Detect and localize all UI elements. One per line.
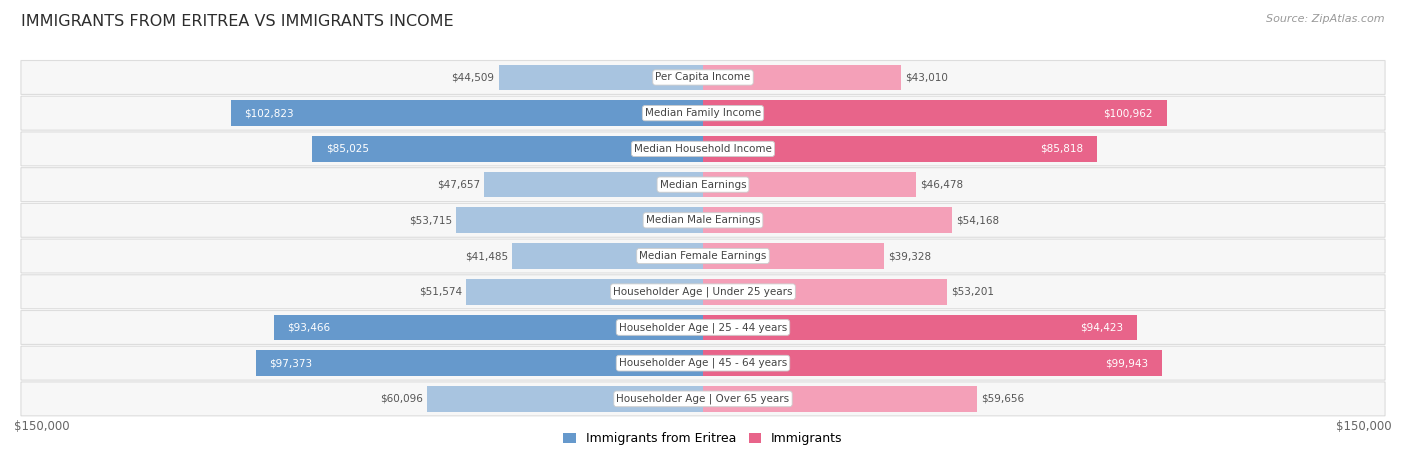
Bar [703, 279, 948, 304]
FancyBboxPatch shape [21, 382, 1385, 416]
FancyBboxPatch shape [21, 132, 1385, 166]
Text: Median Family Income: Median Family Income [645, 108, 761, 118]
Text: Median Household Income: Median Household Income [634, 144, 772, 154]
Text: Median Male Earnings: Median Male Earnings [645, 215, 761, 225]
Bar [427, 386, 703, 412]
FancyBboxPatch shape [21, 96, 1385, 130]
Text: $85,818: $85,818 [1040, 144, 1084, 154]
Text: Householder Age | Under 25 years: Householder Age | Under 25 years [613, 286, 793, 297]
Text: $94,423: $94,423 [1080, 322, 1123, 333]
Text: $46,478: $46,478 [921, 180, 963, 190]
Text: Per Capita Income: Per Capita Income [655, 72, 751, 83]
Text: $150,000: $150,000 [14, 419, 70, 432]
Bar [231, 100, 703, 126]
Text: $99,943: $99,943 [1105, 358, 1149, 368]
Bar [703, 315, 1136, 340]
Text: Median Earnings: Median Earnings [659, 180, 747, 190]
Bar [703, 100, 1167, 126]
Bar [457, 207, 703, 233]
Text: $54,168: $54,168 [956, 215, 1000, 225]
Text: $150,000: $150,000 [1336, 419, 1392, 432]
Text: $43,010: $43,010 [904, 72, 948, 83]
Bar [703, 172, 917, 198]
Text: $59,656: $59,656 [981, 394, 1024, 404]
FancyBboxPatch shape [21, 275, 1385, 309]
Text: $60,096: $60,096 [380, 394, 423, 404]
Bar [484, 172, 703, 198]
FancyBboxPatch shape [21, 61, 1385, 94]
Text: $102,823: $102,823 [245, 108, 294, 118]
Bar [274, 315, 703, 340]
Bar [703, 350, 1161, 376]
Bar [499, 64, 703, 90]
Text: $53,201: $53,201 [952, 287, 994, 297]
Text: $39,328: $39,328 [887, 251, 931, 261]
Text: Householder Age | Over 65 years: Householder Age | Over 65 years [616, 394, 790, 404]
Text: $41,485: $41,485 [465, 251, 509, 261]
Bar [467, 279, 703, 304]
FancyBboxPatch shape [21, 168, 1385, 202]
FancyBboxPatch shape [21, 311, 1385, 345]
Text: Householder Age | 25 - 44 years: Householder Age | 25 - 44 years [619, 322, 787, 333]
Text: $100,962: $100,962 [1104, 108, 1153, 118]
Bar [703, 243, 883, 269]
Text: $51,574: $51,574 [419, 287, 463, 297]
Bar [312, 136, 703, 162]
Bar [703, 64, 900, 90]
Bar [703, 207, 952, 233]
FancyBboxPatch shape [21, 346, 1385, 380]
Text: Householder Age | 45 - 64 years: Householder Age | 45 - 64 years [619, 358, 787, 368]
Bar [703, 136, 1097, 162]
Text: $93,466: $93,466 [287, 322, 330, 333]
FancyBboxPatch shape [21, 239, 1385, 273]
Text: $47,657: $47,657 [437, 180, 479, 190]
Text: $44,509: $44,509 [451, 72, 495, 83]
Text: Median Female Earnings: Median Female Earnings [640, 251, 766, 261]
Text: $97,373: $97,373 [270, 358, 312, 368]
Bar [512, 243, 703, 269]
Text: Source: ZipAtlas.com: Source: ZipAtlas.com [1267, 14, 1385, 24]
FancyBboxPatch shape [21, 203, 1385, 237]
Legend: Immigrants from Eritrea, Immigrants: Immigrants from Eritrea, Immigrants [558, 427, 848, 451]
Bar [703, 386, 977, 412]
Text: IMMIGRANTS FROM ERITREA VS IMMIGRANTS INCOME: IMMIGRANTS FROM ERITREA VS IMMIGRANTS IN… [21, 14, 454, 29]
Text: $85,025: $85,025 [326, 144, 370, 154]
Bar [256, 350, 703, 376]
Text: $53,715: $53,715 [409, 215, 453, 225]
